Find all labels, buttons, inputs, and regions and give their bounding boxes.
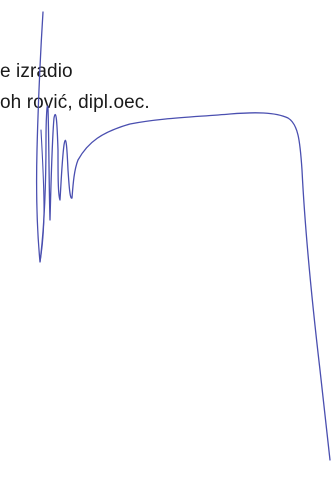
preparer-name-title: oh rović, dipl.oec. [0,92,150,113]
prepared-by-text: e izradio [0,61,73,82]
